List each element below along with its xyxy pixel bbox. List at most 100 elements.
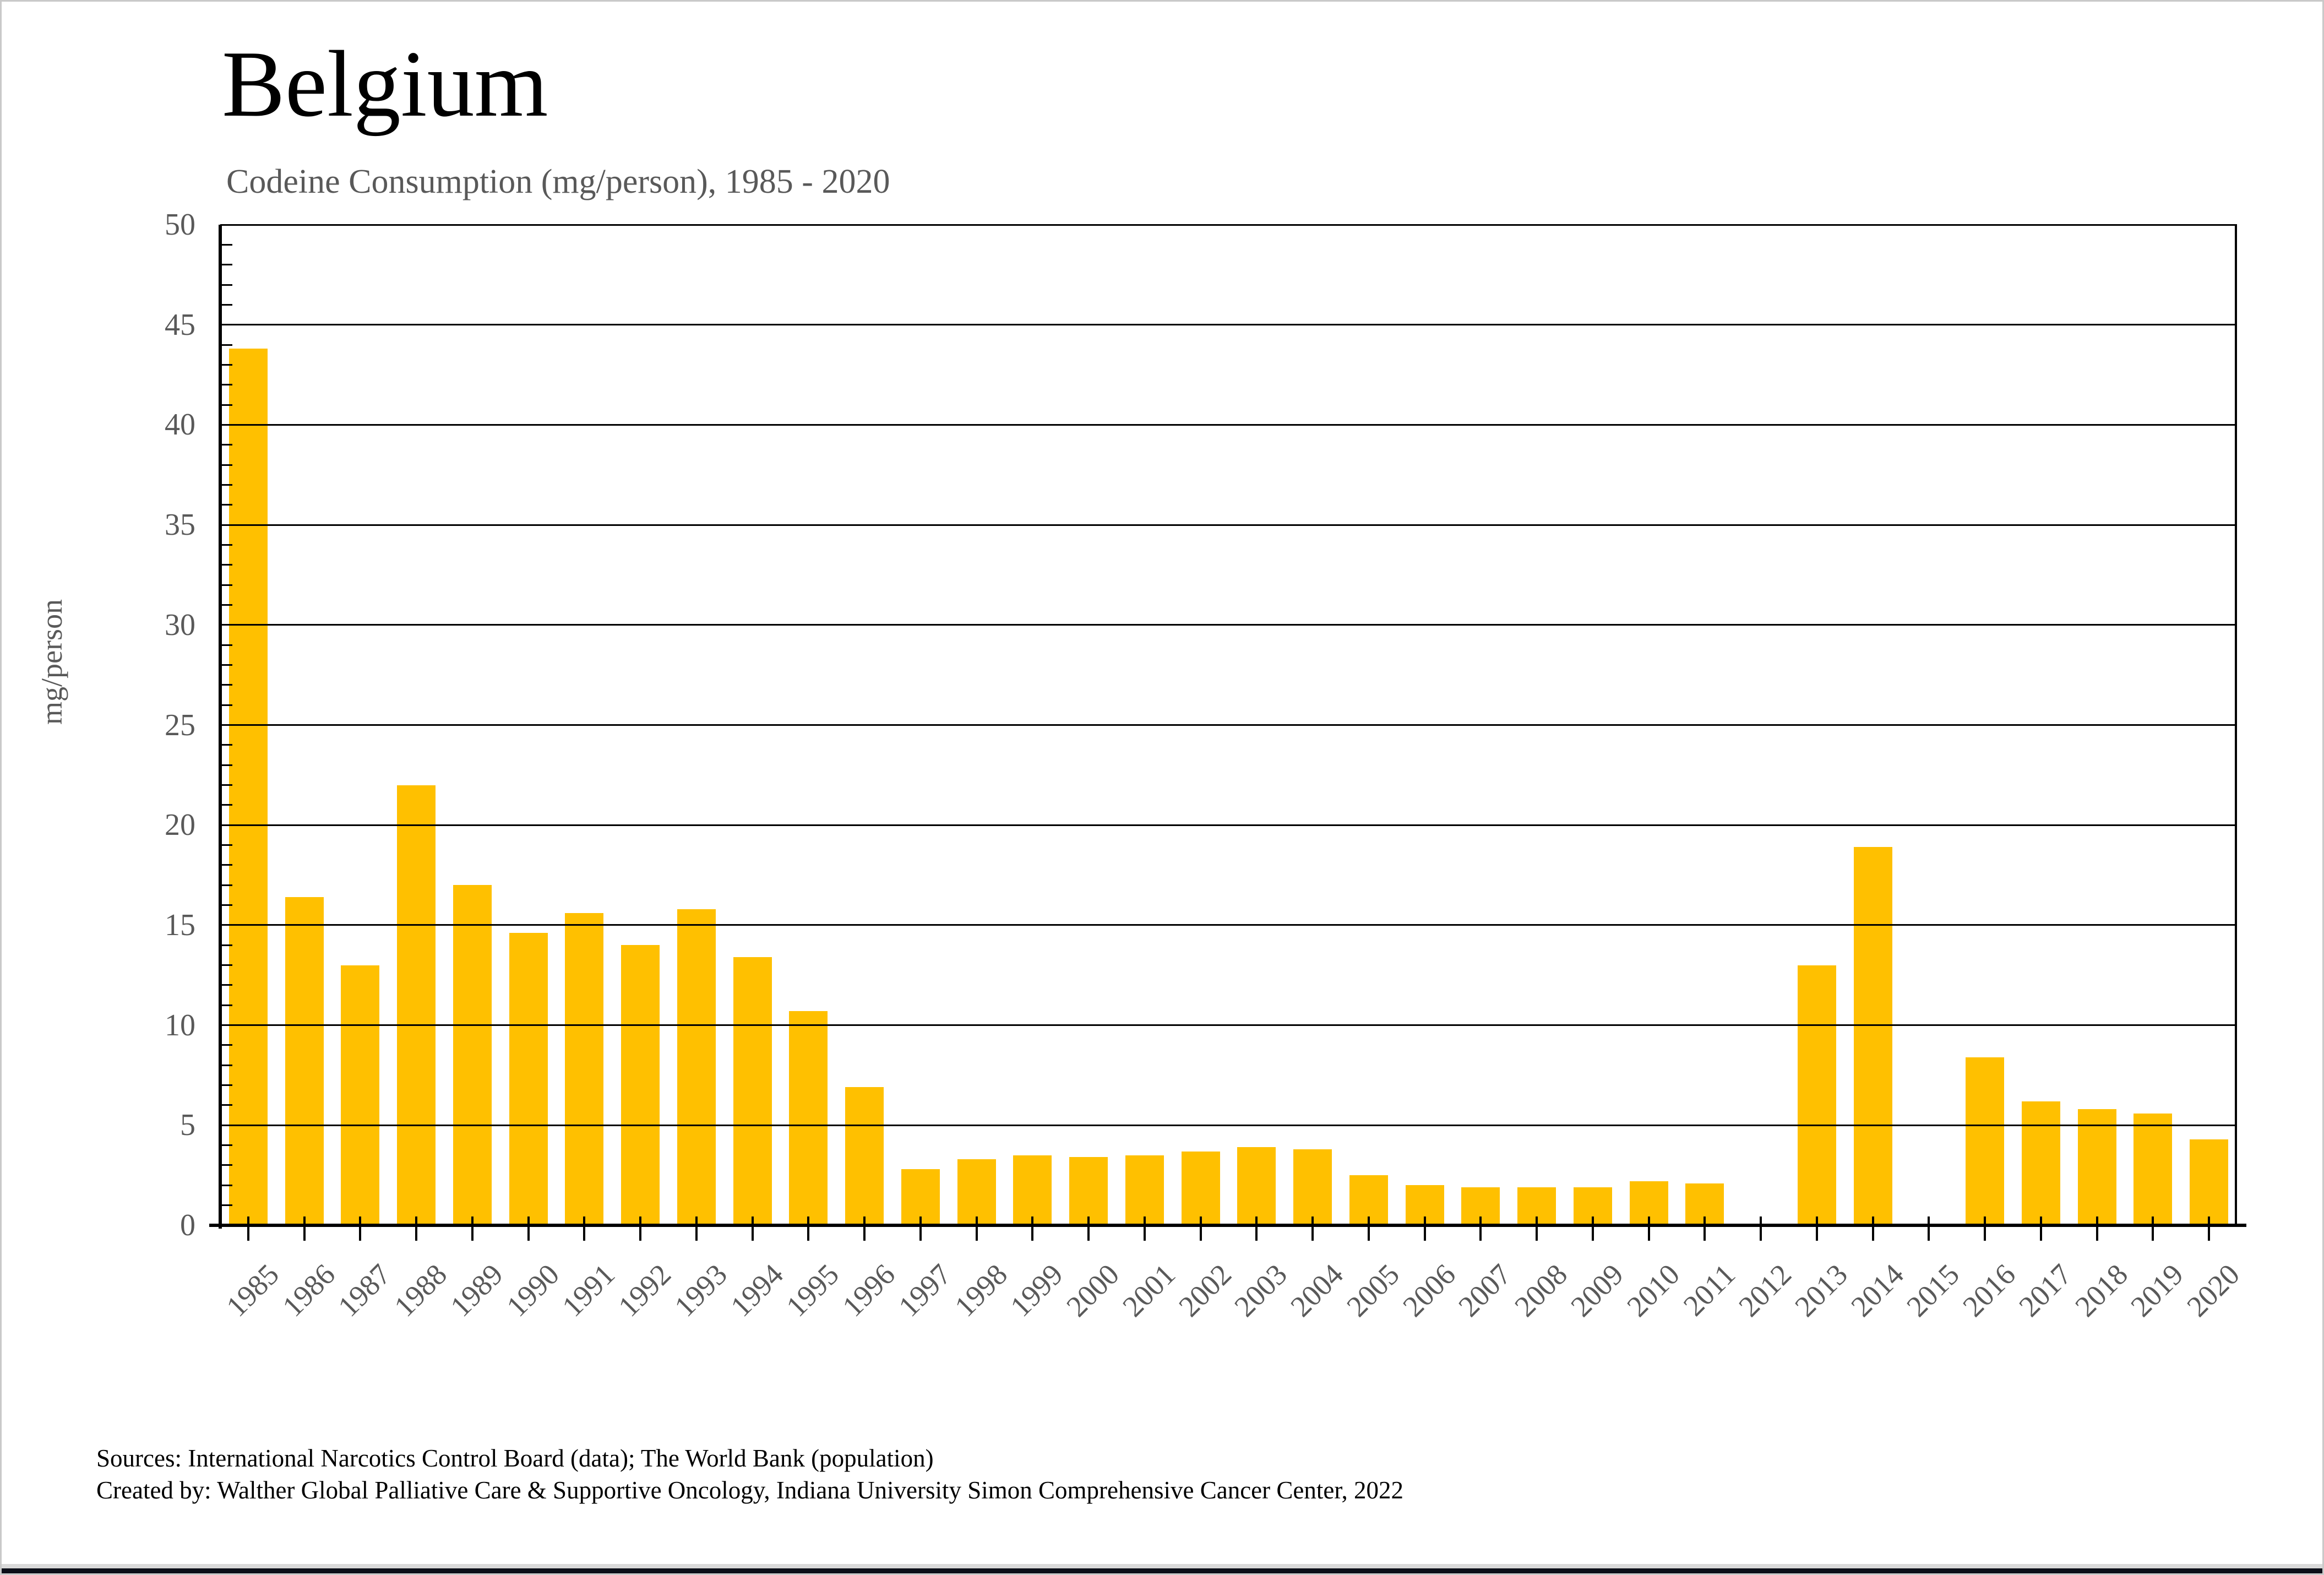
y-minor-tick [220, 1044, 232, 1046]
y-minor-tick [220, 1184, 232, 1186]
y-axis-line [219, 225, 222, 1229]
y-minor-tick [220, 784, 232, 786]
x-tick-2017 [2039, 1216, 2042, 1241]
y-tick-label-30: 30 [165, 607, 195, 642]
x-tick-label-1995: 1995 [780, 1257, 846, 1323]
gridline-25 [220, 724, 2237, 726]
x-tick-2004 [1311, 1216, 1314, 1241]
x-tick-label-1990: 1990 [499, 1257, 565, 1323]
y-minor-tick [220, 1084, 232, 1087]
y-minor-tick [220, 1004, 232, 1006]
y-minor-tick [220, 1204, 232, 1207]
x-tick-1985 [247, 1216, 249, 1241]
x-tick-label-1993: 1993 [668, 1257, 734, 1323]
x-tick-label-2019: 2019 [2124, 1257, 2190, 1323]
y-minor-tick [220, 303, 232, 306]
y-tick-label-0: 0 [180, 1208, 195, 1242]
bar-1986 [285, 897, 324, 1225]
bar-2000 [1069, 1157, 1108, 1225]
bar-2002 [1181, 1151, 1220, 1225]
bar-1989 [453, 885, 492, 1225]
x-tick-label-2000: 2000 [1060, 1257, 1126, 1323]
bar-1992 [621, 945, 660, 1225]
bar-1987 [341, 965, 380, 1225]
x-tick-label-1989: 1989 [444, 1257, 510, 1323]
x-tick-2014 [1871, 1216, 1874, 1241]
gridline-30 [220, 624, 2237, 626]
x-tick-2006 [1423, 1216, 1426, 1241]
y-tick-label-10: 10 [165, 1008, 195, 1042]
y-minor-tick [220, 284, 232, 286]
x-tick-2001 [1143, 1216, 1146, 1241]
y-minor-tick [220, 504, 232, 506]
x-tick-1998 [975, 1216, 978, 1241]
x-tick-label-1988: 1988 [388, 1257, 454, 1323]
bar-1997 [901, 1169, 940, 1225]
x-tick-label-1992: 1992 [612, 1257, 678, 1323]
bar-1985 [228, 349, 268, 1225]
x-tick-1990 [527, 1216, 530, 1241]
gridline-5 [220, 1124, 2237, 1126]
bar-2018 [2077, 1109, 2116, 1225]
y-minor-tick [220, 884, 232, 886]
source-line-2: Created by: Walther Global Palliative Ca… [96, 1476, 1404, 1504]
x-tick-1996 [863, 1216, 866, 1241]
x-tick-2013 [1815, 1216, 1818, 1241]
y-minor-tick [220, 344, 232, 346]
y-minor-tick [220, 444, 232, 446]
y-minor-tick [220, 684, 232, 686]
x-tick-2015 [1928, 1216, 1930, 1241]
x-tick-label-2012: 2012 [1732, 1257, 1798, 1323]
x-tick-1987 [359, 1216, 362, 1241]
y-minor-tick [220, 1164, 232, 1166]
x-tick-1995 [807, 1216, 810, 1241]
bar-2017 [2021, 1101, 2060, 1225]
y-minor-tick [220, 243, 232, 246]
y-minor-tick [220, 864, 232, 866]
x-tick-label-2005: 2005 [1340, 1257, 1406, 1323]
x-tick-2010 [1647, 1216, 1650, 1241]
bar-1994 [733, 957, 772, 1225]
gridline-20 [220, 824, 2237, 826]
bar-1999 [1013, 1155, 1052, 1225]
x-tick-2009 [1591, 1216, 1594, 1241]
x-axis-line [209, 1224, 2246, 1227]
x-tick-1999 [1031, 1216, 1034, 1241]
x-tick-label-1998: 1998 [948, 1257, 1014, 1323]
x-tick-label-2007: 2007 [1452, 1257, 1518, 1323]
y-tick-label-35: 35 [165, 508, 195, 542]
bar-2003 [1237, 1147, 1276, 1225]
y-minor-tick [220, 704, 232, 706]
bar-1988 [397, 785, 436, 1225]
y-minor-tick [220, 604, 232, 606]
gridline-15 [220, 924, 2237, 926]
y-tick-label-5: 5 [180, 1108, 195, 1143]
bar-1995 [789, 1011, 828, 1225]
gridline-35 [220, 524, 2237, 526]
chart-title: Belgium [222, 32, 548, 137]
x-tick-2008 [1536, 1216, 1538, 1241]
gridline-40 [220, 423, 2237, 426]
x-tick-2002 [1199, 1216, 1202, 1241]
window-bottom-border-light [2, 1564, 2322, 1568]
bar-1996 [845, 1087, 884, 1225]
x-tick-2018 [2096, 1216, 2098, 1241]
y-minor-tick [220, 1144, 232, 1147]
y-minor-tick [220, 1064, 232, 1066]
y-minor-tick [220, 664, 232, 666]
x-tick-label-2018: 2018 [2068, 1257, 2134, 1323]
y-minor-tick [220, 1104, 232, 1106]
x-tick-2016 [1984, 1216, 1986, 1241]
x-tick-label-1999: 1999 [1004, 1257, 1070, 1323]
bar-1990 [509, 933, 548, 1225]
x-tick-1989 [471, 1216, 473, 1241]
x-tick-label-1987: 1987 [331, 1257, 398, 1323]
x-tick-label-2002: 2002 [1172, 1257, 1238, 1323]
x-tick-1986 [303, 1216, 306, 1241]
y-minor-tick [220, 404, 232, 406]
x-tick-label-2003: 2003 [1228, 1257, 1294, 1323]
x-tick-label-2004: 2004 [1284, 1257, 1350, 1323]
chart-subtitle: Codeine Consumption (mg/person), 1985 - … [226, 163, 890, 200]
window-bottom-border-dark [2, 1568, 2322, 1573]
